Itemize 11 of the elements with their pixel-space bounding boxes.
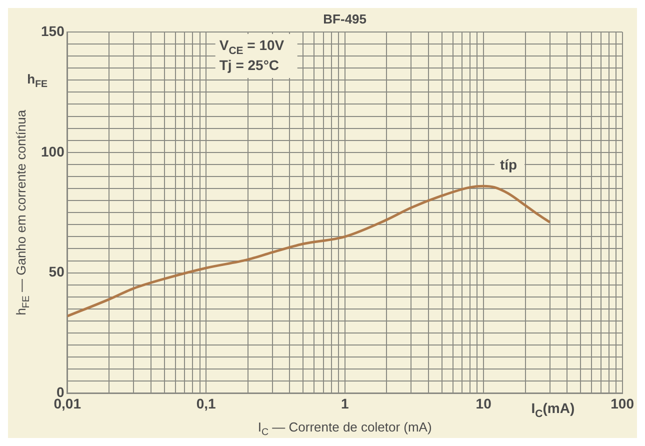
annotation: típ <box>500 156 518 173</box>
x-tick-label: 0,1 <box>196 395 216 412</box>
y-tick-label: 50 <box>48 264 65 280</box>
y-axis-title: hFE — Ganho em corrente contínua <box>14 109 32 316</box>
x-tick-label: 1 <box>340 395 349 412</box>
y-tick-label: 100 <box>41 143 65 160</box>
chart-title: BF-495 <box>323 12 367 27</box>
y-tick-label: 150 <box>41 22 65 39</box>
annotation: Tj = 25°C <box>219 56 280 73</box>
x-tick-label: 100 <box>610 395 634 412</box>
x-tick-label: 10 <box>476 395 492 412</box>
